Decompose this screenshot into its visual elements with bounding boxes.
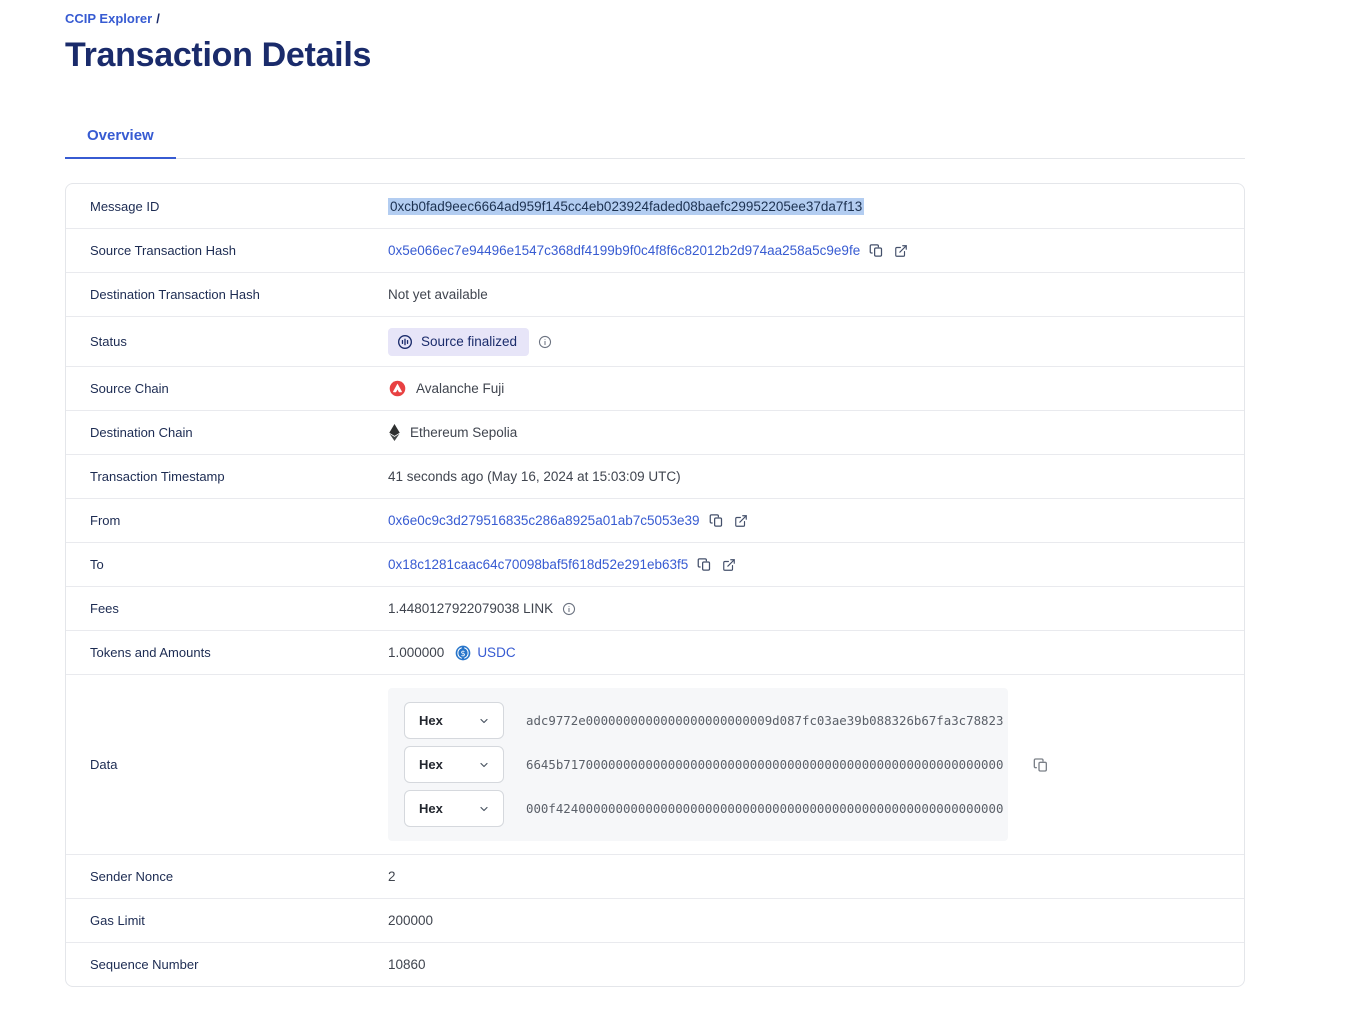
avalanche-icon — [388, 379, 407, 398]
row-label: To — [90, 557, 104, 572]
data-line: Hex 6645b7170000000000000000000000000000… — [404, 746, 1003, 783]
usdc-icon: $ — [454, 644, 472, 662]
transaction-details-table: Message ID 0xcb0fad9eec6664ad959f145cc4e… — [65, 183, 1245, 987]
row-label: Message ID — [90, 198, 160, 214]
data-hex-string: adc9772e0000000000000000000000009d087fc0… — [526, 713, 1004, 728]
hex-format-select[interactable]: Hex — [404, 702, 504, 739]
data-hex-string: 6645b71700000000000000000000000000000000… — [526, 757, 1004, 772]
chevron-down-icon — [477, 758, 491, 772]
table-row-timestamp: Transaction Timestamp 41 seconds ago (Ma… — [66, 454, 1244, 498]
token-amount: 1.000000 — [388, 645, 445, 660]
sequence-number-value: 10860 — [388, 957, 426, 972]
table-row-status: Status Source finalized — [66, 316, 1244, 366]
page-title: Transaction Details — [65, 36, 372, 74]
tab-overview[interactable]: Overview — [65, 117, 176, 159]
external-link-icon[interactable] — [721, 557, 737, 573]
info-icon[interactable] — [561, 601, 577, 617]
table-row-source-chain: Source Chain Avalanche Fuji — [66, 366, 1244, 410]
ethereum-icon — [388, 423, 401, 442]
copy-icon[interactable] — [708, 512, 725, 529]
info-icon[interactable] — [537, 334, 553, 350]
copy-icon[interactable] — [868, 242, 885, 259]
data-line: Hex 000f42400000000000000000000000000000… — [404, 790, 1003, 827]
table-row-tokens: Tokens and Amounts 1.000000 $ USDC — [66, 630, 1244, 674]
data-line: Hex adc9772e0000000000000000000000009d08… — [404, 702, 1003, 739]
data-hex-string: 000f424000000000000000000000000000000000… — [526, 801, 1004, 816]
breadcrumb-separator: / — [156, 11, 160, 26]
svg-text:$: $ — [461, 648, 466, 657]
status-badge: Source finalized — [388, 327, 530, 356]
from-address-link[interactable]: 0x6e0c9c3d279516835c286a8925a01ab7c5053e… — [388, 513, 700, 528]
status-badge-label: Source finalized — [421, 334, 518, 349]
hex-format-label: Hex — [419, 757, 443, 772]
table-row-to: To 0x18c1281caac64c70098baf5f618d52e291e… — [66, 542, 1244, 586]
timestamp-value: 41 seconds ago (May 16, 2024 at 15:03:09… — [388, 469, 681, 484]
chevron-down-icon — [477, 802, 491, 816]
hex-format-label: Hex — [419, 713, 443, 728]
gas-limit-value: 200000 — [388, 913, 434, 928]
row-label: Fees — [90, 601, 119, 616]
sender-nonce-value: 2 — [388, 869, 396, 884]
data-hex-panel: Hex adc9772e0000000000000000000000009d08… — [388, 688, 1008, 841]
external-link-icon[interactable] — [893, 243, 909, 259]
row-label: Transaction Timestamp — [90, 469, 225, 484]
table-row-sequence-number: Sequence Number 10860 — [66, 942, 1244, 986]
table-row-data: Data Hex adc9772e00000000000000000000000… — [66, 674, 1244, 854]
copy-icon[interactable] — [1032, 756, 1050, 774]
row-label: From — [90, 513, 121, 528]
fees-value: 1.4480127922079038 LINK — [388, 601, 554, 616]
table-row-sender-nonce: Sender Nonce 2 — [66, 854, 1244, 898]
table-row-from: From 0x6e0c9c3d279516835c286a8925a01ab7c… — [66, 498, 1244, 542]
row-label: Destination Transaction Hash — [90, 287, 260, 302]
usdc-token-link[interactable]: $ USDC — [454, 644, 516, 662]
transaction-details-page: CCIP Explorer / Transaction Details Overv… — [65, 11, 1245, 987]
row-label: Status — [90, 334, 127, 349]
source-tx-hash-link[interactable]: 0x5e066ec7e94496e1547c368df4199b9f0c4f8f… — [388, 243, 861, 258]
source-chain-name: Avalanche Fuji — [416, 381, 505, 396]
hex-format-label: Hex — [419, 801, 443, 816]
row-label: Gas Limit — [90, 913, 145, 928]
row-label: Source Transaction Hash — [90, 243, 236, 258]
table-row-message-id: Message ID 0xcb0fad9eec6664ad959f145cc4e… — [66, 184, 1244, 228]
copy-icon[interactable] — [696, 556, 713, 573]
dest-chain-name: Ethereum Sepolia — [410, 425, 518, 440]
tab-bar: Overview — [65, 117, 1245, 159]
table-row-dest-tx-hash: Destination Transaction Hash Not yet ava… — [66, 272, 1244, 316]
breadcrumb: CCIP Explorer / — [65, 11, 1245, 26]
row-label: Tokens and Amounts — [90, 645, 211, 660]
table-row-gas-limit: Gas Limit 200000 — [66, 898, 1244, 942]
table-row-source-tx-hash: Source Transaction Hash 0x5e066ec7e94496… — [66, 228, 1244, 272]
finality-equalizer-icon — [396, 333, 414, 351]
row-label: Sender Nonce — [90, 869, 174, 884]
token-symbol: USDC — [477, 645, 516, 660]
external-link-icon[interactable] — [733, 513, 749, 529]
dest-tx-hash-value: Not yet available — [388, 287, 488, 302]
row-label: Data — [90, 757, 118, 772]
row-label: Sequence Number — [90, 957, 199, 972]
hex-format-select[interactable]: Hex — [404, 790, 504, 827]
breadcrumb-ccip-explorer-link[interactable]: CCIP Explorer — [65, 11, 153, 26]
table-row-fees: Fees 1.4480127922079038 LINK — [66, 586, 1244, 630]
hex-format-select[interactable]: Hex — [404, 746, 504, 783]
row-label: Destination Chain — [90, 425, 193, 440]
to-address-link[interactable]: 0x18c1281caac64c70098baf5f618d52e291eb63… — [388, 557, 689, 572]
message-id-value: 0xcb0fad9eec6664ad959f145cc4eb023924fade… — [388, 197, 865, 215]
table-row-dest-chain: Destination Chain Ethereum Sepolia — [66, 410, 1244, 454]
chevron-down-icon — [477, 714, 491, 728]
row-label: Source Chain — [90, 381, 169, 396]
